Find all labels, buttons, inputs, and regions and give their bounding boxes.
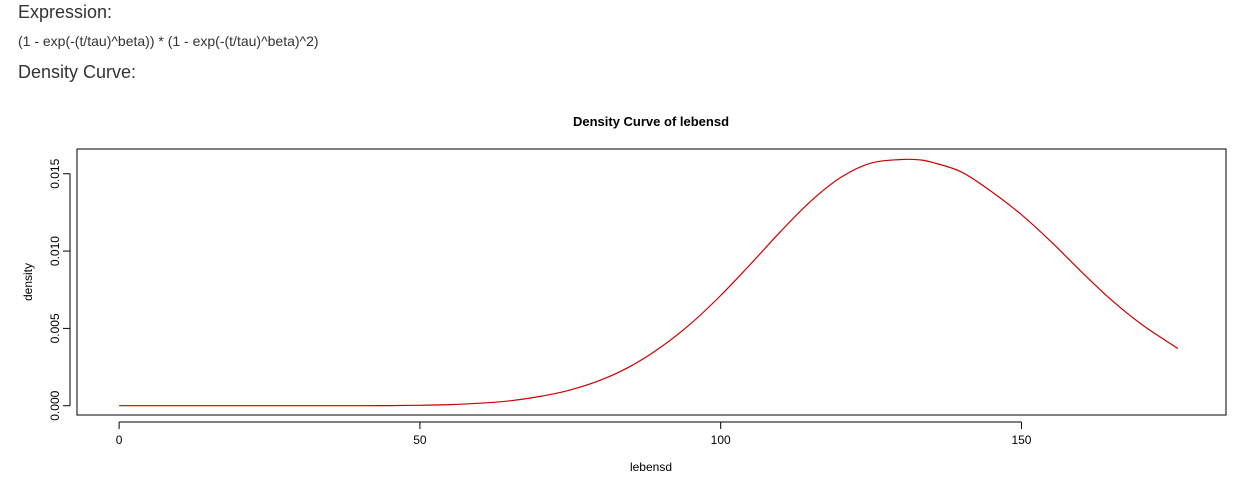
chart-title: Density Curve of lebensd	[573, 114, 729, 129]
density-line	[119, 158, 1179, 407]
x-axis: 0 50 100 150	[116, 421, 1032, 447]
x-axis-label: lebensd	[630, 460, 672, 474]
y-tick-label: 0.015	[48, 158, 62, 188]
density-chart: Density Curve of lebensd 0 50 100 150 0.000…	[21, 114, 1227, 474]
y-tick-label: 0.010	[48, 236, 62, 266]
expression-text: (1 - exp(-(t/tau)^beta)) * (1 - exp(-(t/…	[18, 33, 319, 49]
plot-frame	[76, 148, 1227, 416]
y-tick-label: 0.000	[48, 390, 62, 420]
expression-heading: Expression:	[18, 2, 113, 22]
x-tick-label: 150	[1011, 433, 1031, 447]
y-axis: 0.000 0.005 0.010 0.015	[48, 158, 71, 421]
series-group	[119, 158, 1179, 407]
y-axis-label: density	[21, 263, 35, 301]
x-tick-label: 100	[711, 433, 731, 447]
x-tick-label: 50	[413, 433, 427, 447]
x-tick-label: 0	[116, 433, 123, 447]
density-curve-heading: Density Curve:	[18, 62, 137, 82]
y-tick-label: 0.005	[48, 313, 62, 343]
